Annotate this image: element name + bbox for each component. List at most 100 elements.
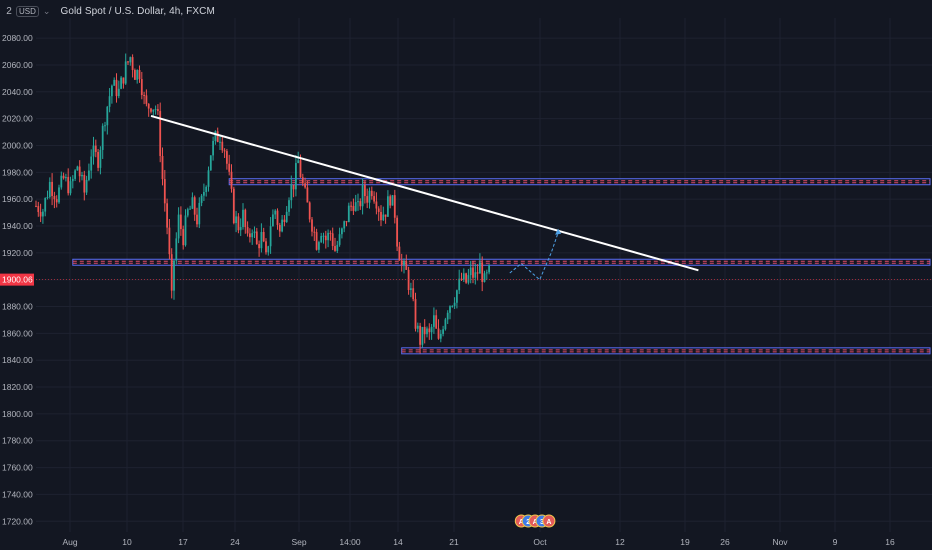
candle-body xyxy=(410,288,412,291)
trendline xyxy=(150,115,699,272)
candle-body xyxy=(451,305,454,307)
candle-body xyxy=(315,232,318,250)
candle-body xyxy=(191,197,194,209)
candle-body xyxy=(301,177,304,184)
symbol-title: Gold Spot / U.S. Dollar, 4h, FXCM xyxy=(60,5,215,17)
candle-body xyxy=(71,178,74,182)
candle-body xyxy=(117,88,120,97)
candle-body xyxy=(53,195,56,200)
x-tick-label: 16 xyxy=(885,537,895,547)
y-tick-label: 1800.00 xyxy=(2,409,33,419)
candle-body xyxy=(255,231,258,245)
candle-body xyxy=(111,85,113,97)
candle-body xyxy=(299,160,302,178)
candle-body xyxy=(467,275,470,283)
price-badge-label: 1900.06 xyxy=(2,275,33,285)
candle-body xyxy=(239,227,242,231)
candle-body xyxy=(439,333,442,339)
candle-body xyxy=(193,197,196,215)
candle-body xyxy=(262,231,265,242)
candle-body xyxy=(375,201,378,209)
candle-body xyxy=(228,163,231,172)
candle-body xyxy=(373,196,375,202)
candle-body xyxy=(157,109,159,112)
x-tick-label: Sep xyxy=(291,537,306,547)
candle-body xyxy=(304,183,306,188)
candle-body xyxy=(421,326,424,345)
candle-body xyxy=(85,179,88,193)
candle-body xyxy=(90,156,93,171)
candle-body xyxy=(198,202,201,225)
candle-body xyxy=(483,273,486,282)
candle-body xyxy=(212,140,214,156)
candle-body xyxy=(163,179,166,204)
candle-body xyxy=(205,186,208,193)
zone-band xyxy=(228,178,931,186)
chevron-down-icon[interactable]: ⌄ xyxy=(42,5,51,16)
candle-body xyxy=(460,278,463,280)
candle-body xyxy=(237,216,240,231)
candle-body xyxy=(393,195,396,218)
candle-body xyxy=(278,224,281,232)
candle-body xyxy=(83,174,86,193)
candle-body xyxy=(60,175,63,188)
candle-body xyxy=(81,174,83,177)
candle-body xyxy=(258,244,260,249)
candle-body xyxy=(281,219,283,232)
event-marker-letter: A xyxy=(546,519,551,526)
candle-body xyxy=(230,171,233,189)
y-tick-label: 1880.00 xyxy=(2,302,33,312)
candle-body xyxy=(320,235,323,243)
candle-body xyxy=(364,184,366,197)
currency-badge[interactable]: USD xyxy=(16,5,39,17)
candle-body xyxy=(242,209,244,228)
candle-body xyxy=(152,109,155,112)
candle-body xyxy=(368,190,371,203)
candle-body xyxy=(154,109,157,111)
pane-number[interactable]: 2 xyxy=(6,5,12,17)
candle-body xyxy=(136,70,139,80)
candle-body xyxy=(173,260,175,291)
candle-body xyxy=(189,208,191,210)
candle-body xyxy=(67,177,70,194)
candle-body xyxy=(44,198,47,212)
y-tick-label: 2020.00 xyxy=(2,114,33,124)
candle-body xyxy=(106,106,109,126)
y-tick-label: 1960.00 xyxy=(2,194,33,204)
candle-body xyxy=(134,70,136,80)
candle-body xyxy=(274,210,277,215)
candle-body xyxy=(428,328,431,333)
candle-body xyxy=(446,312,449,320)
candle-body xyxy=(76,166,79,171)
candle-body xyxy=(419,325,421,345)
candle-body xyxy=(265,241,267,253)
candles xyxy=(35,53,490,354)
zone-band xyxy=(72,258,931,266)
candle-body xyxy=(207,170,210,187)
chart-header: 2 USD ⌄ Gold Spot / U.S. Dollar, 4h, FXC… xyxy=(0,0,215,22)
y-tick-label: 2080.00 xyxy=(2,33,33,43)
candle-body xyxy=(380,211,382,221)
candle-body xyxy=(341,228,343,235)
x-tick-label: 10 xyxy=(122,537,132,547)
y-tick-label: 1720.00 xyxy=(2,516,33,526)
candle-body xyxy=(99,149,102,168)
candle-body xyxy=(203,192,205,196)
candle-body xyxy=(209,155,212,171)
candle-body xyxy=(435,315,438,329)
candle-body xyxy=(488,265,490,273)
x-tick-label: 14 xyxy=(393,537,403,547)
y-tick-label: 1980.00 xyxy=(2,167,33,177)
time-axis: Aug 10 17 24 Sep 14:00 14 21 Oct 12 19 26 Nov 9 16 xyxy=(62,537,895,547)
candle-body xyxy=(196,214,198,225)
candle-body xyxy=(324,235,327,241)
event-marker-letter: A xyxy=(519,519,524,526)
x-tick-label: 26 xyxy=(720,537,730,547)
candle-body xyxy=(462,273,465,280)
candle-body xyxy=(370,190,373,197)
candle-body xyxy=(423,326,426,335)
candle-body xyxy=(244,209,247,228)
candle-body xyxy=(232,188,235,224)
candle-body xyxy=(120,77,122,89)
